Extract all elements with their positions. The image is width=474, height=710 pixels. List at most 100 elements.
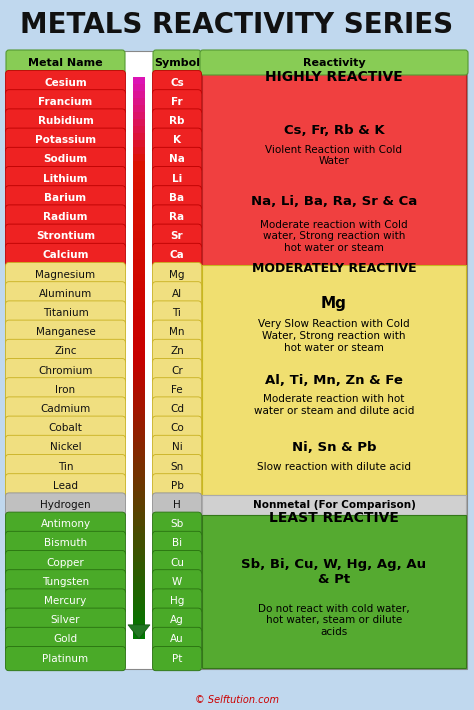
- Text: Cu: Cu: [170, 557, 184, 567]
- Bar: [133, 302, 145, 309]
- Bar: [133, 520, 145, 526]
- Bar: [133, 337, 145, 344]
- Bar: [133, 358, 145, 365]
- Text: Cd: Cd: [170, 404, 184, 414]
- Bar: [133, 77, 145, 84]
- Bar: [133, 576, 145, 583]
- FancyBboxPatch shape: [6, 550, 126, 574]
- FancyBboxPatch shape: [6, 359, 126, 383]
- Bar: [133, 316, 145, 323]
- FancyBboxPatch shape: [153, 167, 201, 191]
- Bar: [133, 246, 145, 253]
- Text: Cr: Cr: [171, 366, 183, 376]
- Bar: [133, 449, 145, 457]
- FancyBboxPatch shape: [153, 608, 201, 633]
- FancyBboxPatch shape: [6, 608, 126, 633]
- FancyBboxPatch shape: [6, 454, 126, 479]
- Text: Cadmium: Cadmium: [40, 404, 91, 414]
- FancyBboxPatch shape: [6, 244, 126, 268]
- Bar: [133, 604, 145, 611]
- Bar: [133, 168, 145, 175]
- Text: Mn: Mn: [169, 327, 185, 337]
- Text: MODERATELY REACTIVE: MODERATELY REACTIVE: [252, 262, 416, 275]
- Text: Antimony: Antimony: [40, 519, 91, 529]
- FancyBboxPatch shape: [6, 531, 126, 555]
- Bar: [133, 562, 145, 569]
- Text: Do not react with cold water,
hot water, steam or dilute
acids: Do not react with cold water, hot water,…: [258, 604, 410, 637]
- Text: Au: Au: [170, 635, 184, 645]
- FancyBboxPatch shape: [153, 282, 201, 306]
- FancyBboxPatch shape: [153, 128, 201, 153]
- Bar: [133, 203, 145, 210]
- Text: Mercury: Mercury: [45, 596, 87, 606]
- Bar: [133, 506, 145, 513]
- FancyBboxPatch shape: [153, 589, 201, 613]
- Bar: [133, 457, 145, 463]
- FancyBboxPatch shape: [153, 205, 201, 229]
- Bar: [133, 295, 145, 302]
- FancyBboxPatch shape: [153, 397, 201, 421]
- FancyBboxPatch shape: [6, 89, 126, 114]
- Bar: [133, 175, 145, 182]
- Bar: [133, 126, 145, 133]
- FancyBboxPatch shape: [6, 263, 126, 287]
- FancyBboxPatch shape: [153, 70, 201, 94]
- Bar: [133, 386, 145, 393]
- Bar: [133, 596, 145, 604]
- Text: Cs: Cs: [170, 77, 184, 87]
- Bar: [133, 513, 145, 520]
- Text: Fr: Fr: [171, 97, 183, 106]
- Bar: [202, 265, 466, 496]
- FancyBboxPatch shape: [6, 128, 126, 153]
- Text: Ni: Ni: [172, 442, 182, 452]
- Text: Silver: Silver: [51, 615, 80, 626]
- FancyBboxPatch shape: [153, 569, 201, 594]
- Bar: [133, 421, 145, 428]
- Text: Potassium: Potassium: [35, 135, 96, 146]
- Text: Tin: Tin: [58, 462, 73, 471]
- FancyBboxPatch shape: [6, 205, 126, 229]
- Text: Ag: Ag: [170, 615, 184, 626]
- Bar: [133, 463, 145, 470]
- FancyBboxPatch shape: [153, 493, 201, 517]
- Bar: [133, 288, 145, 295]
- Bar: [133, 147, 145, 154]
- Text: Pb: Pb: [171, 481, 183, 491]
- FancyBboxPatch shape: [6, 147, 126, 172]
- Bar: [133, 547, 145, 555]
- Bar: [133, 140, 145, 147]
- Bar: [133, 365, 145, 372]
- Text: Sodium: Sodium: [44, 154, 88, 165]
- Text: H: H: [173, 500, 181, 510]
- Bar: [133, 477, 145, 484]
- FancyBboxPatch shape: [6, 416, 126, 440]
- Text: Zn: Zn: [170, 346, 184, 356]
- Bar: [133, 393, 145, 400]
- Bar: [133, 583, 145, 590]
- Bar: [133, 484, 145, 491]
- Text: Aluminum: Aluminum: [39, 289, 92, 299]
- FancyBboxPatch shape: [153, 416, 201, 440]
- Text: Ni, Sn & Pb: Ni, Sn & Pb: [292, 441, 376, 454]
- FancyBboxPatch shape: [153, 550, 201, 574]
- FancyArrow shape: [128, 625, 150, 639]
- Bar: [133, 329, 145, 337]
- FancyBboxPatch shape: [6, 301, 126, 325]
- Bar: [133, 91, 145, 98]
- Bar: [133, 625, 145, 632]
- FancyBboxPatch shape: [6, 224, 126, 248]
- FancyBboxPatch shape: [153, 263, 201, 287]
- Bar: [133, 414, 145, 421]
- FancyBboxPatch shape: [153, 50, 201, 75]
- Bar: [133, 632, 145, 639]
- Bar: [133, 428, 145, 435]
- FancyBboxPatch shape: [6, 569, 126, 594]
- FancyBboxPatch shape: [153, 147, 201, 172]
- Bar: [133, 351, 145, 358]
- Bar: [133, 266, 145, 273]
- Text: Co: Co: [170, 423, 184, 433]
- Bar: [133, 569, 145, 576]
- FancyBboxPatch shape: [153, 531, 201, 555]
- Text: Cobalt: Cobalt: [48, 423, 82, 433]
- Text: METALS REACTIVITY SERIES: METALS REACTIVITY SERIES: [20, 11, 454, 39]
